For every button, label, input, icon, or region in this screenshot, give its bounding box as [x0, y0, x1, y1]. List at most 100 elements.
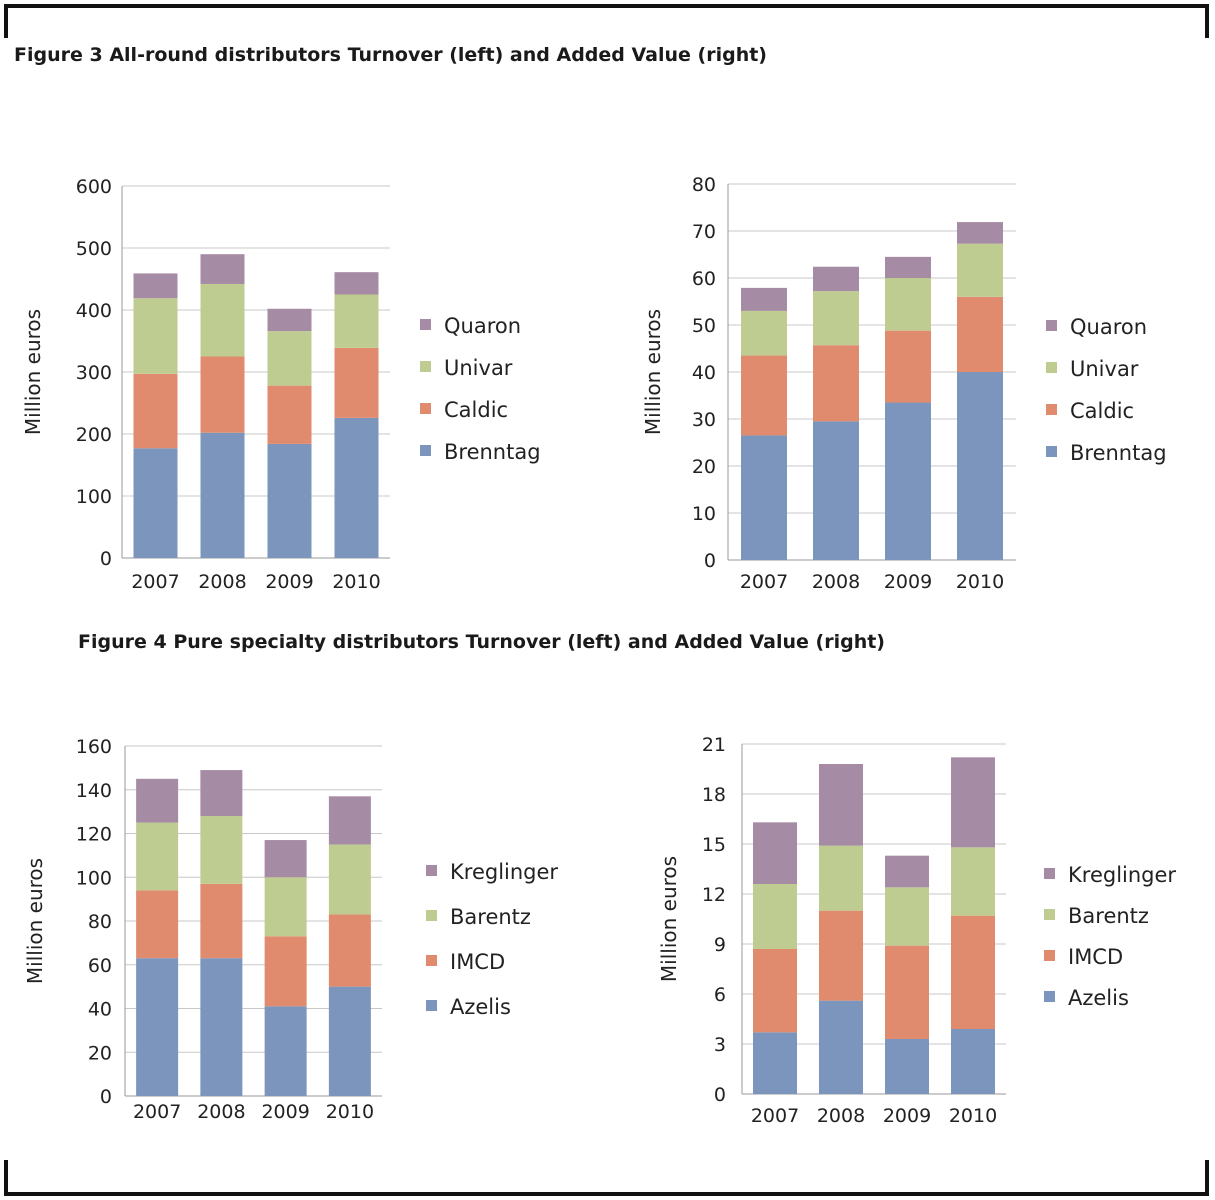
figure-4-title: Figure 4 Pure specialty distributors Tur… — [78, 631, 885, 653]
bar-segment-univar-2010 — [334, 294, 379, 348]
legend-label-barentz: Barentz — [1068, 904, 1149, 928]
bar-segment-azelis-2009 — [264, 1006, 307, 1096]
y-axis-label: Million euros — [641, 309, 665, 435]
bar-segment-barentz-2010 — [951, 847, 995, 916]
legend-label-brenntag: Brenntag — [1070, 441, 1167, 465]
bar-segment-brenntag-2008 — [813, 421, 859, 560]
y-tick-label: 12 — [702, 884, 726, 906]
legend-swatch-kreglinger — [426, 865, 437, 876]
y-tick-label: 40 — [88, 999, 112, 1021]
legend-label-imcd: IMCD — [450, 950, 505, 974]
legend-label-univar: Univar — [1070, 357, 1139, 381]
bar-segment-kreglinger-2007 — [753, 822, 797, 884]
y-tick-label: 20 — [88, 1042, 112, 1064]
bar-segment-azelis-2010 — [328, 986, 371, 1096]
bar-segment-imcd-2009 — [885, 945, 929, 1039]
legend-label-barentz: Barentz — [450, 905, 531, 929]
bar-segment-quaron-2008 — [200, 254, 245, 284]
bar-segment-caldic-2007 — [741, 355, 787, 436]
figure-4-title-text: Pure specialty distributors Turnover (le… — [173, 631, 885, 653]
y-tick-label: 9 — [714, 934, 726, 956]
bar-segment-caldic-2010 — [957, 296, 1003, 372]
turnover-chart-specialty: 0 20 40 60 80 100 120 140 160 Million euros 2007 20… — [23, 736, 558, 1123]
y-tick-label: 15 — [702, 834, 726, 856]
y-tick-label: 600 — [76, 176, 112, 198]
legend-label-azelis: Azelis — [1068, 986, 1129, 1010]
legend-label-brenntag: Brenntag — [444, 440, 541, 464]
bar-segment-caldic-2009 — [885, 330, 931, 403]
bar-segment-univar-2009 — [267, 331, 312, 386]
y-tick-label: 100 — [76, 486, 112, 508]
bar-segment-brenntag-2010 — [334, 417, 379, 558]
x-tick-label: 2010 — [332, 571, 380, 593]
bar-segment-univar-2007 — [741, 310, 787, 356]
legend-swatch-azelis — [426, 1000, 437, 1011]
bar-segment-kreglinger-2008 — [200, 770, 243, 816]
legend-swatch-kreglinger — [1044, 868, 1055, 879]
bar-segment-barentz-2007 — [136, 822, 179, 891]
y-tick-label: 30 — [692, 409, 716, 431]
y-tick-label: 100 — [76, 867, 112, 889]
y-tick-label: 160 — [76, 736, 112, 758]
bar-segment-univar-2010 — [957, 243, 1003, 297]
bar-segment-brenntag-2009 — [885, 402, 931, 560]
y-axis-label: Million euros — [23, 858, 47, 984]
bar-segment-azelis-2009 — [885, 1039, 929, 1094]
y-tick-label: 18 — [702, 784, 726, 806]
bar-segment-azelis-2008 — [200, 958, 243, 1096]
legend-swatch-brenntag — [420, 445, 431, 456]
bar-segment-univar-2007 — [133, 298, 178, 374]
y-tick-label: 140 — [76, 780, 112, 802]
bar-segment-quaron-2007 — [133, 273, 178, 299]
y-tick-label: 200 — [76, 424, 112, 446]
x-tick-label: 2010 — [956, 571, 1004, 593]
bar-segment-barentz-2009 — [885, 887, 929, 946]
bar-segment-imcd-2009 — [264, 936, 307, 1007]
y-tick-label: 0 — [704, 550, 716, 572]
bar-segment-univar-2009 — [885, 278, 931, 331]
legend-swatch-barentz — [1044, 909, 1055, 920]
bar-segment-brenntag-2009 — [267, 443, 312, 558]
legend-label-quaron: Quaron — [1070, 315, 1147, 339]
x-tick-label: 2009 — [883, 1105, 931, 1127]
y-tick-label: 20 — [692, 456, 716, 478]
x-tick-label: 2010 — [949, 1105, 997, 1127]
bar-segment-azelis-2007 — [753, 1032, 797, 1094]
y-axis-label: Million euros — [21, 309, 45, 435]
legend-swatch-quaron — [420, 319, 431, 330]
bar-segment-quaron-2007 — [741, 287, 787, 311]
bar-segment-barentz-2008 — [819, 845, 863, 911]
bar-segment-azelis-2007 — [136, 958, 179, 1096]
x-tick-label: 2007 — [740, 571, 788, 593]
bar-segment-kreglinger-2007 — [136, 778, 179, 823]
x-tick-label: 2008 — [198, 571, 246, 593]
bar-segment-barentz-2008 — [200, 816, 243, 884]
page-frame-bottom — [4, 1160, 1209, 1196]
y-tick-label: 40 — [692, 362, 716, 384]
bar-segment-caldic-2009 — [267, 385, 312, 444]
x-tick-label: 2008 — [817, 1105, 865, 1127]
legend-swatch-quaron — [1046, 320, 1057, 331]
figure-3-title-text: All-round distributors Turnover (left) a… — [109, 44, 767, 66]
figure-3-number: Figure 3 — [14, 44, 103, 66]
bar-segment-quaron-2009 — [885, 256, 931, 278]
bar-segment-univar-2008 — [200, 283, 245, 357]
bar-segment-kreglinger-2008 — [819, 764, 863, 846]
legend-swatch-imcd — [426, 955, 437, 966]
y-tick-label: 0 — [714, 1084, 726, 1106]
legend-swatch-univar — [420, 361, 431, 372]
y-tick-label: 70 — [692, 221, 716, 243]
added-value-chart-specialty: 0 3 6 9 12 15 18 21 Million euros 2007 2008 2009 201… — [657, 734, 1176, 1127]
x-tick-label: 2008 — [197, 1101, 245, 1123]
y-tick-label: 500 — [76, 238, 112, 260]
x-tick-label: 2007 — [751, 1105, 799, 1127]
turnover-chart-all-round: 0 100 200 300 400 500 600 Million euros 2007 2008… — [21, 176, 541, 593]
bar-segment-imcd-2007 — [136, 890, 179, 959]
legend-label-quaron: Quaron — [444, 314, 521, 338]
y-tick-label: 10 — [692, 503, 716, 525]
legend-swatch-azelis — [1044, 991, 1055, 1002]
bar-segment-univar-2008 — [813, 291, 859, 346]
y-tick-label: 0 — [100, 548, 112, 570]
figure-4-number: Figure 4 — [78, 631, 167, 653]
bar-segment-kreglinger-2009 — [885, 855, 929, 888]
